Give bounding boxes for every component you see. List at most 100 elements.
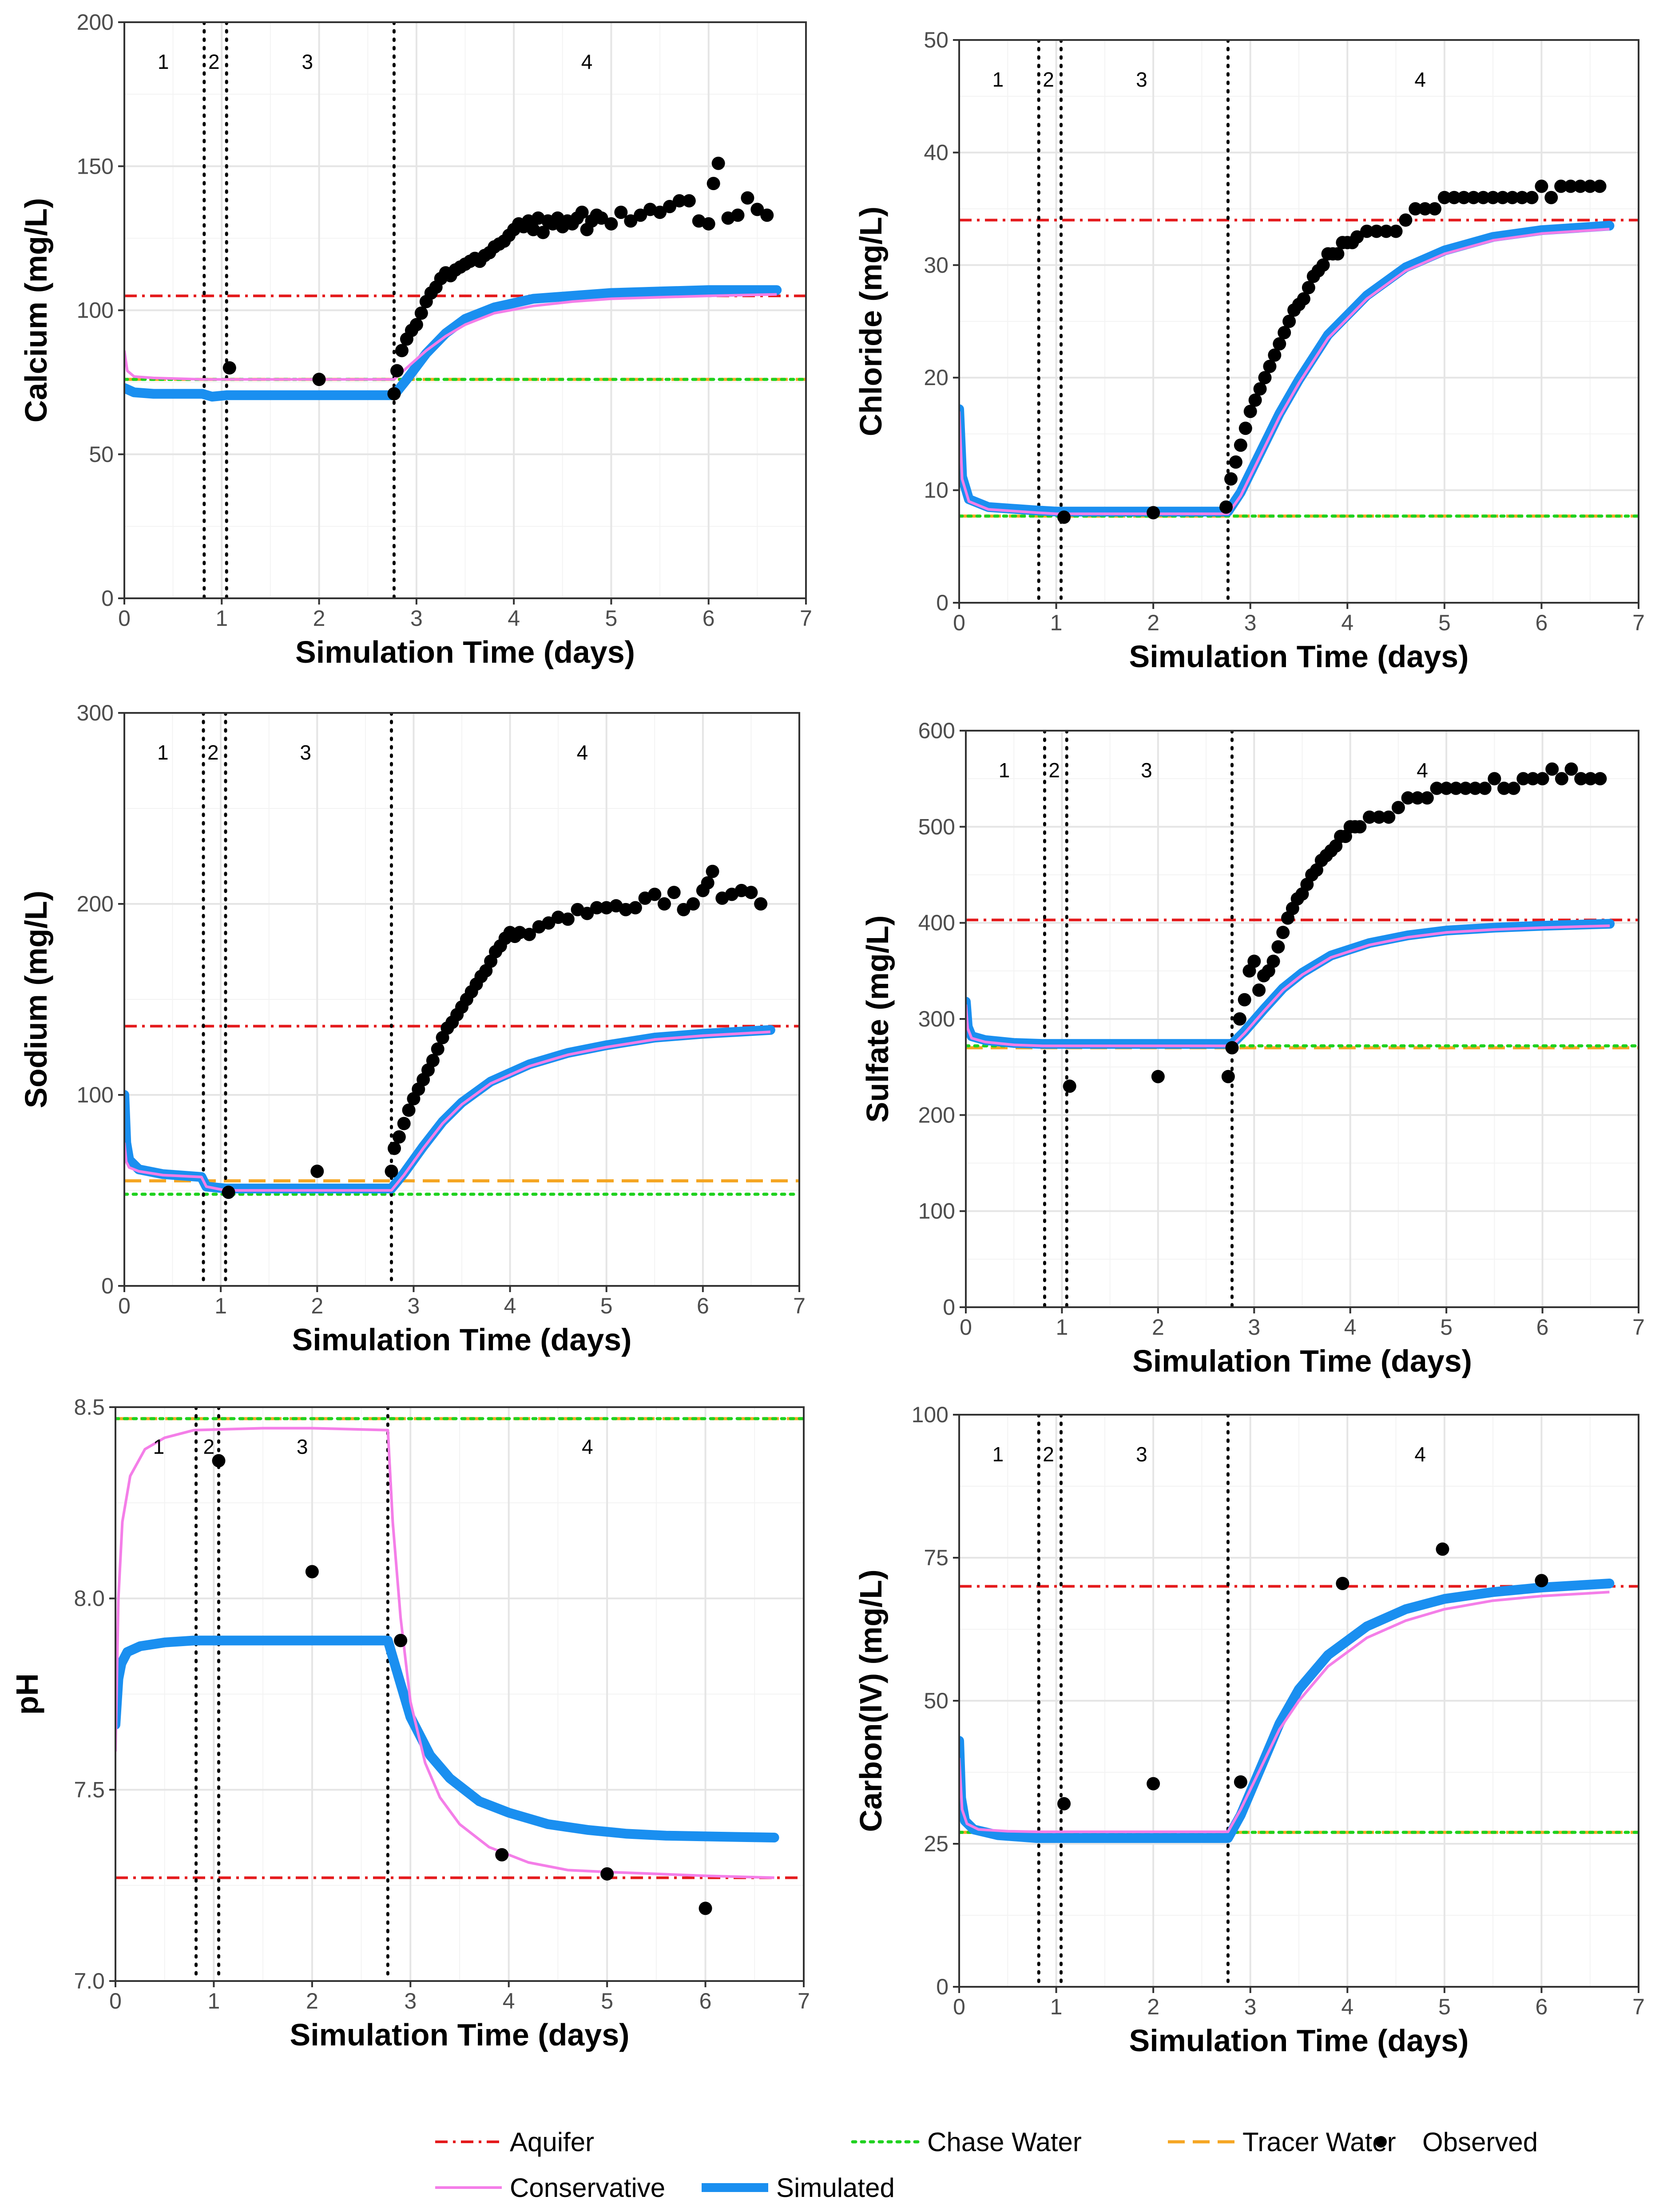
phase-label: 2 [1043, 68, 1054, 91]
observed-point [402, 1103, 416, 1117]
observed-point [628, 901, 642, 915]
phase-label: 1 [153, 1435, 165, 1458]
observed-point [1554, 179, 1568, 193]
y-axis-title: Calcium (mg/L) [19, 198, 53, 423]
observed-point [1268, 348, 1282, 362]
y-tick-label: 7.5 [74, 1777, 105, 1802]
observed-point [1401, 791, 1415, 805]
x-tick-label: 6 [697, 1293, 709, 1318]
legend-label: Simulated [776, 2173, 895, 2203]
plot-content [966, 731, 1639, 1307]
observed-point [1229, 455, 1242, 469]
x-tick-label: 7 [1632, 1994, 1645, 2019]
observed-point [1437, 191, 1451, 204]
plot-content [124, 22, 806, 598]
x-tick-label: 4 [503, 1989, 515, 2013]
plot-border [958, 39, 1639, 604]
legend-label: Conservative [510, 2173, 665, 2203]
observed-point [1302, 281, 1315, 294]
x-axis-title: Simulation Time (days) [290, 2017, 630, 2052]
observed-point [1273, 337, 1286, 351]
observed-point [1372, 810, 1386, 824]
observed-point [1467, 191, 1480, 204]
phase-label: 4 [1417, 759, 1428, 782]
x-axis-title: Simulation Time (days) [292, 1322, 632, 1357]
observed-point [711, 156, 725, 170]
observed-point [754, 897, 768, 911]
observed-point [1488, 772, 1501, 786]
y-tick-label: 0 [936, 590, 949, 615]
x-tick-label: 2 [306, 1989, 318, 2013]
observed-point [1526, 772, 1540, 786]
y-tick-label: 150 [77, 154, 114, 179]
observed-point [1573, 179, 1587, 193]
phase-label: 4 [1414, 1443, 1426, 1466]
observed-point [1297, 292, 1310, 306]
observed-point [701, 876, 714, 890]
observed-point [1234, 1775, 1247, 1789]
x-tick-label: 3 [1244, 610, 1257, 635]
observed-point [388, 1142, 401, 1155]
panel-sodium: 1 2 3 4 0 1 2 3 4 5 6 7 0 100 200 300 Simulation Time (d… [19, 700, 806, 1357]
observed-point [1247, 955, 1261, 968]
x-tick-label: 7 [1632, 610, 1645, 635]
legend-label: Observed [1422, 2127, 1538, 2157]
observed-point [222, 1186, 235, 1199]
phase-label: 2 [1043, 1443, 1054, 1466]
plot-content [124, 713, 799, 1286]
x-tick-label: 3 [1248, 1315, 1260, 1340]
legend-item-aquifer: Aquifer [435, 2127, 594, 2157]
y-tick-label: 0 [936, 1974, 949, 1999]
observed-point [634, 208, 647, 222]
observed-point [397, 1117, 411, 1130]
observed-point [1411, 791, 1425, 805]
observed-point [600, 1867, 614, 1881]
observed-point [750, 203, 764, 216]
observed-points [1063, 762, 1607, 1093]
x-tick-label: 7 [800, 606, 812, 631]
observed-point [1515, 191, 1529, 204]
legend-key-point [1375, 2136, 1387, 2148]
observed-point [305, 1565, 319, 1579]
observed-point [590, 901, 603, 915]
y-tick-label: 30 [924, 253, 949, 278]
panel-ph: 1 2 3 4 0 1 2 3 4 5 6 7 7.0 7.5 8.0 8.5 Simulation Time … [10, 1395, 810, 2052]
observed-point [1147, 506, 1160, 520]
x-tick-label: 5 [1438, 1994, 1451, 2019]
observed-point [1584, 772, 1597, 786]
y-tick-label: 400 [918, 911, 955, 935]
observed-point [1243, 405, 1257, 418]
panel-sulfate: 1 2 3 4 0 1 2 3 4 5 6 7 0 100 200 300 400 500 600 Simulatio… [860, 718, 1645, 1378]
observed-point [687, 897, 700, 911]
observed-point [1360, 224, 1373, 238]
observed-points [1057, 179, 1607, 524]
observed-point [672, 194, 686, 208]
observed-point [575, 206, 589, 219]
observed-point [1469, 781, 1482, 795]
observed-point [1369, 224, 1383, 238]
observed-point [212, 1454, 226, 1468]
observed-point [1234, 438, 1247, 452]
observed-point [1219, 500, 1233, 514]
plot-content [959, 40, 1639, 603]
observed-point [1258, 371, 1272, 385]
y-tick-label: 50 [89, 442, 114, 467]
observed-point [1593, 772, 1607, 786]
x-tick-label: 5 [605, 606, 618, 631]
phase-label: 1 [992, 68, 1004, 91]
observed-point [1449, 781, 1463, 795]
observed-point [741, 191, 754, 205]
observed-point [536, 226, 550, 239]
x-tick-label: 1 [215, 606, 228, 631]
x-tick-label: 6 [1536, 610, 1548, 635]
phase-label: 4 [582, 1435, 593, 1458]
plot-border [115, 1406, 805, 1982]
plot-content [115, 1407, 804, 1981]
phase-label: 1 [157, 741, 169, 764]
legend-item-tracer: Tracer Water [1168, 2127, 1396, 2157]
phase-label: 3 [302, 50, 313, 73]
x-tick-label: 6 [703, 606, 715, 631]
observed-point [1447, 191, 1461, 204]
observed-point [1436, 1542, 1449, 1556]
observed-point [1282, 314, 1296, 328]
